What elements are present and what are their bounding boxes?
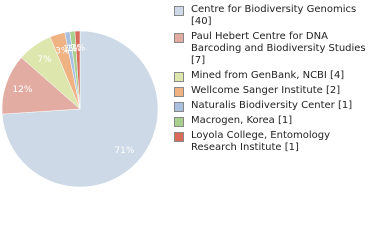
- slice-label: 1%: [71, 44, 86, 54]
- legend-swatch: [174, 33, 184, 43]
- legend-item: Macrogen, Korea [1]: [172, 115, 372, 127]
- legend-item: Loyola College, Entomology Research Inst…: [172, 130, 372, 154]
- legend-label: Naturalis Biodiversity Center [1]: [191, 100, 353, 111]
- legend-item: Wellcome Sanger Institute [2]: [172, 85, 372, 97]
- legend-label: Paul Hebert Centre for DNA Barcoding and…: [191, 31, 366, 66]
- slice-label: 12%: [12, 85, 32, 95]
- legend-swatch: [174, 102, 184, 112]
- pie-slice: [1, 57, 81, 115]
- pie-chart: 71% 12% 7%3%1%1%1%: [1, 30, 159, 188]
- legend-label: Loyola College, Entomology Research Inst…: [191, 130, 331, 153]
- legend-item: Naturalis Biodiversity Center [1]: [172, 100, 372, 112]
- pie-slice: [74, 30, 81, 110]
- slice-label: 71%: [114, 146, 134, 156]
- legend-label: Centre for Biodiversity Genomics [40]: [191, 4, 357, 27]
- legend-swatch: [174, 117, 184, 127]
- slice-label: 1%: [67, 44, 82, 54]
- legend-label: Macrogen, Korea [1]: [191, 115, 293, 126]
- legend-item: Centre for Biodiversity Genomics [40]: [172, 4, 372, 28]
- legend-swatch: [174, 6, 184, 16]
- legend-swatch: [174, 72, 184, 82]
- legend-item: Paul Hebert Centre for DNA Barcoding and…: [172, 31, 372, 67]
- legend-label: Mined from GenBank, NCBI [4]: [191, 70, 345, 81]
- slice-label: 7%: [37, 55, 52, 65]
- slice-label: 1%: [63, 44, 78, 54]
- legend-label: Wellcome Sanger Institute [2]: [191, 85, 341, 96]
- legend-swatch: [174, 87, 184, 97]
- slice-label: 3%: [55, 46, 70, 56]
- legend-swatch: [174, 132, 184, 142]
- legend: Centre for Biodiversity Genomics [40] Pau…: [172, 4, 372, 157]
- legend-item: Mined from GenBank, NCBI [4]: [172, 70, 372, 82]
